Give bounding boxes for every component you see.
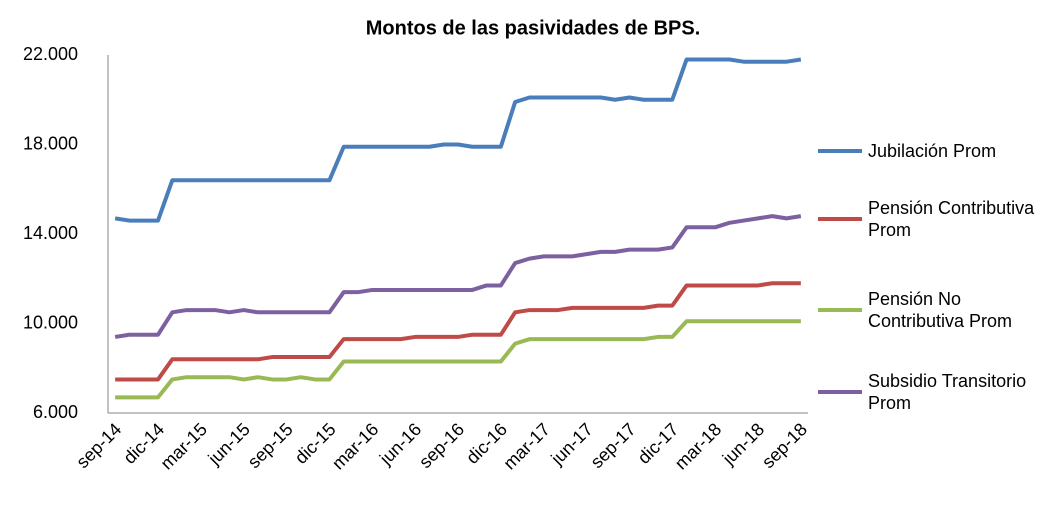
y-tick-label: 10.000 [23,312,78,332]
y-tick-label: 18.000 [23,133,78,153]
x-tick-label: sep-18 [758,419,811,472]
legend-swatch [818,390,862,394]
line-series [115,319,801,400]
legend-item: Pensión No Contributiva Prom [818,288,1038,332]
y-tick-label: 14.000 [23,223,78,243]
x-tick-label: mar-15 [157,419,211,473]
line-series [114,214,802,339]
legend-label: Pensión Contributiva Prom [868,198,1035,240]
x-tick-label: sep-15 [244,419,297,472]
x-tick-label: sep-14 [72,419,125,472]
line-series [114,57,802,223]
legend-swatch [818,217,862,221]
x-tick-label: mar-18 [671,419,725,473]
legend-item: Pensión Contributiva Prom [818,197,1038,241]
legend-item: Jubilación Prom [818,140,1038,162]
legend-label: Subsidio Transitorio Prom [868,371,1027,413]
y-tick-label: 6.000 [33,402,78,422]
legend-label: Jubilación Prom [868,141,997,161]
x-tick-label: mar-17 [499,419,553,473]
x-tick-label: sep-17 [587,419,640,472]
legend-label: Pensión No Contributiva Prom [868,289,1013,331]
line-series [115,281,801,382]
x-tick-label: mar-16 [328,419,382,473]
legend-item: Subsidio Transitorio Prom [818,370,1038,414]
y-tick-label: 22.000 [23,44,78,64]
legend-swatch [818,308,862,312]
chart-title: Montos de las pasividades de BPS. [366,17,701,39]
legend-swatch [818,149,862,153]
x-tick-label: sep-16 [415,419,468,472]
